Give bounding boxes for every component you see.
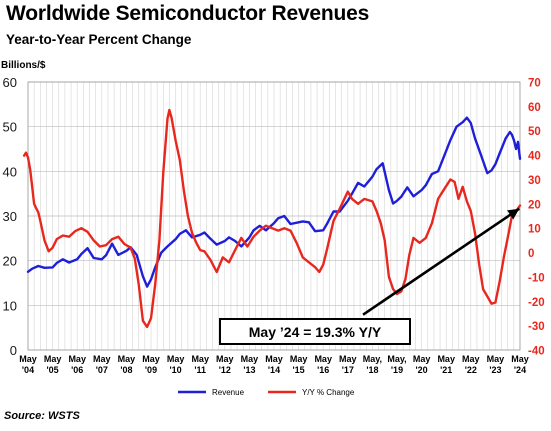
annotation-layer: May ’24 = 19.3% Y/Y xyxy=(219,207,520,345)
x-tick-label: May xyxy=(68,354,86,364)
plot-frame xyxy=(27,81,521,351)
x-tick-label: May xyxy=(167,354,185,364)
x-tick-label: '20 xyxy=(416,365,428,375)
x-tick-label: '17 xyxy=(342,365,354,375)
source-note: Source: WSTS xyxy=(4,410,80,422)
x-tick-label: May xyxy=(413,354,431,364)
y-right-tick-label: -30 xyxy=(528,321,545,333)
callout-box xyxy=(219,318,411,345)
axis-layer: Billions/$ 0 10 20 30 40 50 60 -40 -30 -20 -10 0 10 20… xyxy=(1,60,545,375)
trend-arrow-line xyxy=(362,207,520,316)
y-right-tick-label: 0 xyxy=(528,248,534,260)
chart-subtitle: Year-to-Year Percent Change xyxy=(6,32,192,47)
legend-label-yoy: Y/Y % Change xyxy=(302,388,355,397)
y-right-tick-label: 50 xyxy=(528,126,541,138)
y-left-tick-label: 60 xyxy=(3,75,17,90)
x-tick-label: '06 xyxy=(71,365,83,375)
grid-layer xyxy=(27,81,521,351)
x-tick-label: '12 xyxy=(219,365,231,375)
x-tick-label: May, xyxy=(363,354,382,364)
y-right-tick-label: 40 xyxy=(528,151,541,163)
x-tick-label: '19 xyxy=(391,365,403,375)
x-tick-label: May xyxy=(487,354,505,364)
x-tick-label: May xyxy=(265,354,283,364)
x-tick-label: '09 xyxy=(145,365,157,375)
x-tick-label: May xyxy=(511,354,529,364)
x-tick-label: May xyxy=(191,354,209,364)
revenue-line xyxy=(26,116,522,288)
yoy-change-line xyxy=(22,108,522,329)
x-tick-label: May xyxy=(118,354,136,364)
x-tick-label: '10 xyxy=(170,365,182,375)
chart-title: Worldwide Semiconductor Revenues xyxy=(6,2,370,25)
x-tick-label: May xyxy=(93,354,111,364)
x-tick-label: '16 xyxy=(317,365,329,375)
y-right-tick-label: 10 xyxy=(528,224,541,236)
x-tick-label: May xyxy=(44,354,62,364)
x-tick-label: '08 xyxy=(120,365,132,375)
x-tick-label: '14 xyxy=(268,365,280,375)
legend-layer: Revenue Y/Y % Change xyxy=(178,388,355,397)
y-left-tick-label: 10 xyxy=(3,298,17,313)
x-tick-label: '24 xyxy=(514,365,526,375)
y-right-tick-label: 70 xyxy=(528,78,541,90)
x-tick-label: May xyxy=(462,354,480,364)
x-tick-label: May xyxy=(437,354,455,364)
y-left-tick-label: 20 xyxy=(3,254,17,269)
x-tick-label: '23 xyxy=(489,365,501,375)
y-left-tick-label: 0 xyxy=(10,343,17,358)
x-tick-label: May xyxy=(216,354,234,364)
y-right-tick-label: -10 xyxy=(528,272,545,284)
y-left-tick-label: 50 xyxy=(3,120,17,135)
y-left-tick-label: 40 xyxy=(3,164,17,179)
y-left-tick-label: 30 xyxy=(3,209,17,224)
x-tick-label: '11 xyxy=(194,365,206,375)
x-tick-label: '18 xyxy=(366,365,378,375)
x-tick-label: May xyxy=(142,354,160,364)
y-axis-label: Billions/$ xyxy=(1,60,46,71)
x-tick-label: '05 xyxy=(47,365,59,375)
x-tick-label: May xyxy=(241,354,259,364)
y-right-tick-label: 20 xyxy=(528,199,541,211)
y-right-tick-label: 30 xyxy=(528,175,541,187)
y-right-tick-label: -40 xyxy=(528,346,545,358)
trend-arrow-head xyxy=(507,208,520,220)
x-tick-label: May, xyxy=(387,354,406,364)
callout-text: May ’24 = 19.3% Y/Y xyxy=(249,324,382,340)
legend-label-revenue: Revenue xyxy=(212,388,245,397)
y-right-tick-label: -20 xyxy=(528,297,545,309)
x-tick-label: '07 xyxy=(96,365,108,375)
x-tick-label: '15 xyxy=(293,365,305,375)
x-tick-label: '22 xyxy=(465,365,477,375)
x-tick-label: May xyxy=(290,354,308,364)
series-layer xyxy=(22,108,522,329)
x-tick-label: '04 xyxy=(22,365,34,375)
x-tick-label: May xyxy=(339,354,357,364)
x-tick-label: May xyxy=(314,354,332,364)
x-tick-label: '21 xyxy=(440,365,452,375)
x-tick-label: '13 xyxy=(243,365,255,375)
x-tick-label: May xyxy=(19,354,37,364)
y-right-tick-label: 60 xyxy=(528,102,541,114)
